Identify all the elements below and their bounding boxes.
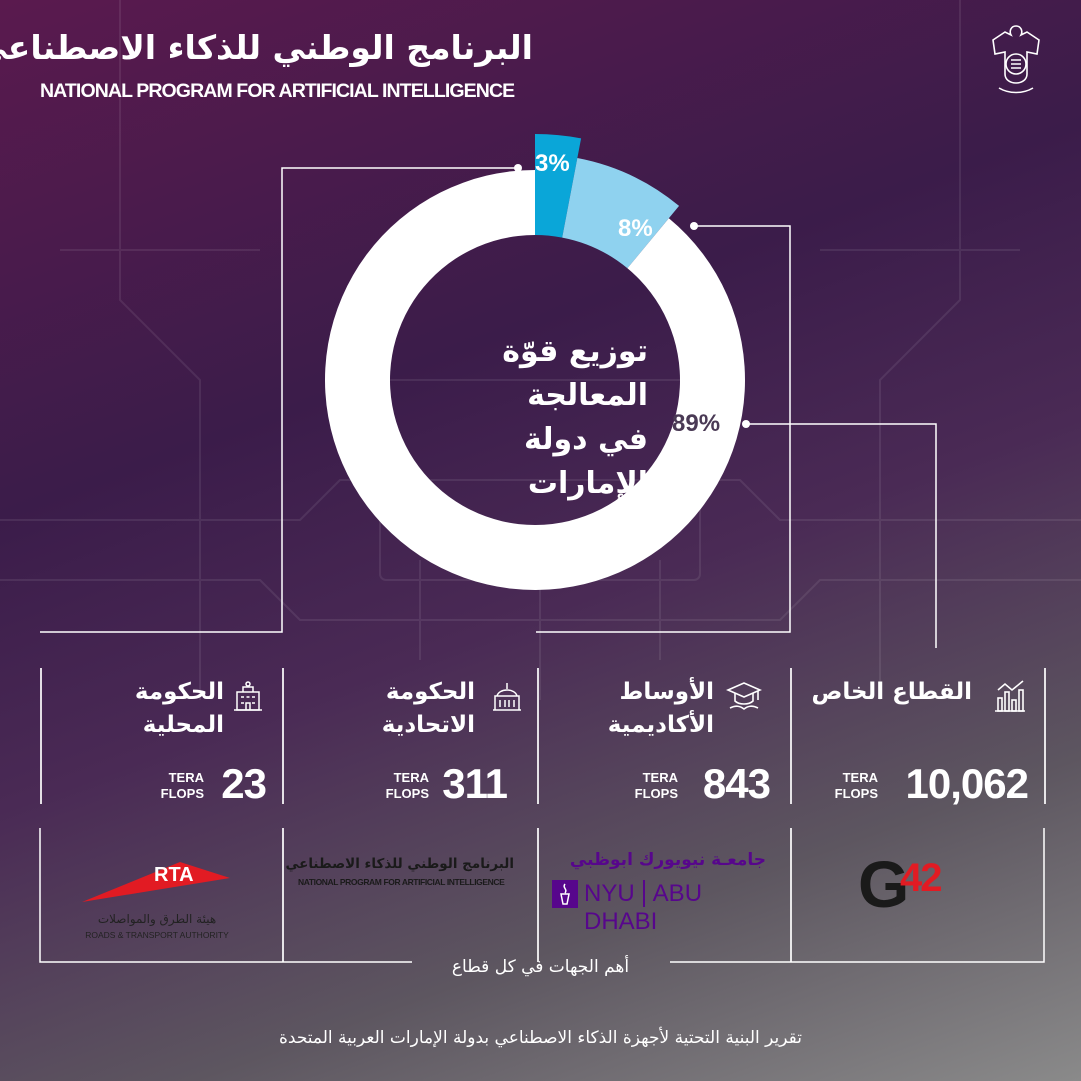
donut-slices xyxy=(325,134,745,590)
chart-title-line-3: في دولة الإمارات xyxy=(524,422,648,501)
sector-unit: TERA FLOPS xyxy=(385,770,429,801)
g42-logo: G 42 xyxy=(858,847,942,921)
slice-label-89pct: 89% xyxy=(672,410,721,437)
donut-slice-8pct xyxy=(562,158,680,269)
sector-title: الحكومة الاتحادية xyxy=(381,679,475,738)
chart-title-line-1: توزيع قوّة xyxy=(502,334,648,369)
city-hall-icon xyxy=(234,681,262,711)
sector-title: القطاع الخاص xyxy=(811,679,972,705)
sector-value: 311 xyxy=(442,760,508,807)
uae-emblem-icon xyxy=(992,25,1040,94)
divider-line xyxy=(282,828,284,962)
sector-value: 10,062 xyxy=(905,760,1029,807)
sector-value: 23 xyxy=(221,760,267,807)
slice-label-3pct: 3% xyxy=(535,150,570,177)
connector-line-8pct xyxy=(536,225,791,633)
bar-chart-icon xyxy=(995,680,1025,712)
connector-line-89pct xyxy=(746,423,937,648)
sector-unit: TERA FLOPS xyxy=(834,770,878,801)
napi-logo: البرنامج الوطني للذكاء الاصطناعي NATIONA… xyxy=(285,856,514,887)
divider-line xyxy=(40,668,42,804)
chart-center-title: توزيع قوّة المعالجة في دولة الإمارات xyxy=(400,330,648,506)
slice-label-8pct: 8% xyxy=(618,215,653,242)
sector-value: 843 xyxy=(702,760,771,807)
rta-mark-icon xyxy=(82,862,230,902)
entities-label: أهم الجهات في كل قطاع xyxy=(451,957,630,977)
government-building-icon xyxy=(493,683,521,711)
sector-local: الحكومة المحلية 23 TERA FLOPS xyxy=(60,668,270,808)
nyu-abu-dhabi-logo: جامعـة نيويورك ابوظبي NYU ABU DHABI xyxy=(552,850,766,935)
divider-line xyxy=(1044,668,1046,804)
graduation-cap-icon xyxy=(726,682,762,710)
donut-slice-89pct xyxy=(325,170,745,590)
sector-unit: TERA FLOPS xyxy=(160,770,204,801)
donut-slice-3pct xyxy=(535,134,582,238)
sector-private: القطاع الخاص 10,062 TERA FLOPS xyxy=(808,668,1029,808)
divider-line xyxy=(790,668,792,804)
sector-title: الحكومة المحلية xyxy=(134,679,224,738)
footer-report-title: تقرير البنية التحتية لأجهزة الذكاء الاصط… xyxy=(278,1028,802,1048)
sector-title: الأوساط الأكاديمية xyxy=(607,679,714,738)
sector-academic: الأوساط الأكاديمية 843 TERA FLOPS xyxy=(560,668,771,808)
rta-logo: RTA هيئة الطرق والمواصلات ROADS & TRANSP… xyxy=(80,856,240,946)
connector-line-3pct xyxy=(40,167,518,633)
divider-line xyxy=(790,828,792,962)
header-title-english: NATIONAL PROGRAM FOR ARTIFICIAL INTELLIG… xyxy=(40,80,515,102)
bottom-bracket-line xyxy=(39,828,1045,963)
chart-title-line-2: المعالجة xyxy=(527,378,648,413)
nyu-torch-icon xyxy=(552,880,578,908)
header-title-arabic: البرنامج الوطني للذكاء الاصطناعي xyxy=(0,28,533,67)
divider-line xyxy=(537,668,539,804)
divider-line xyxy=(282,668,284,804)
sector-unit: TERA FLOPS xyxy=(634,770,678,801)
divider-line xyxy=(537,828,539,962)
sector-federal: الحكومة الاتحادية 311 TERA FLOPS xyxy=(300,668,525,808)
